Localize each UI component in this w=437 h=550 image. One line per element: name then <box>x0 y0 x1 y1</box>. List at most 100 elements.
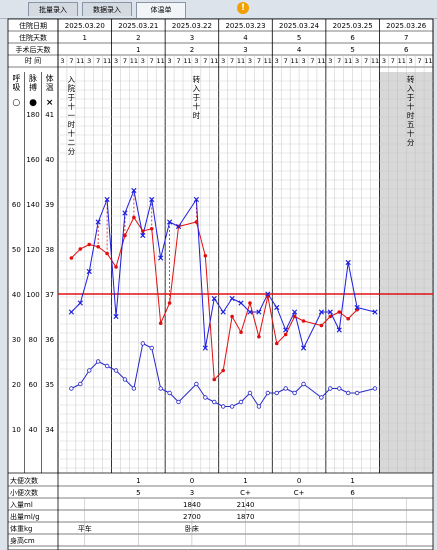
resp-tick: 60 <box>12 201 21 209</box>
temp-point <box>283 327 289 333</box>
pulse-symbol-icon: ● <box>29 98 37 108</box>
resp-point <box>122 377 128 382</box>
pulse-point <box>292 314 297 319</box>
temp-segment <box>151 199 162 259</box>
pulse-segment <box>240 302 251 333</box>
time-tick: 7 <box>418 57 422 65</box>
date-cell: 2025.03.22 <box>172 22 212 30</box>
temp-segment <box>285 311 296 331</box>
pulse-segment <box>160 302 171 324</box>
resp-segment <box>178 383 197 403</box>
temp-point <box>211 295 217 302</box>
pulse-tick: 60 <box>29 381 38 389</box>
time-tick: 11 <box>317 57 325 65</box>
event-annotation: 于 <box>193 93 201 102</box>
resp-point <box>345 390 351 396</box>
temp-point <box>68 309 74 315</box>
time-tick: 7 <box>284 57 288 65</box>
temp-segment <box>124 190 135 214</box>
temp-tick: 37 <box>45 291 54 299</box>
pulse-point <box>167 301 172 305</box>
time-tick: 11 <box>103 57 111 65</box>
resp-segment <box>258 392 269 407</box>
time-tick: 3 <box>409 57 413 65</box>
pulse-point <box>105 251 109 256</box>
time-tick: 11 <box>371 57 379 65</box>
event-annotation: 分 <box>68 147 76 156</box>
time-tick: 7 <box>337 57 341 65</box>
pulse-segment <box>267 296 278 344</box>
pulse-tick: 160 <box>26 156 39 164</box>
resp-point <box>78 381 83 387</box>
pulse-tick: 120 <box>26 246 39 254</box>
tab-batch-entry[interactable]: 批量录入 <box>28 2 78 16</box>
event-annotation: 一 <box>68 111 76 120</box>
temp-point <box>113 313 119 320</box>
resp-point <box>372 386 378 391</box>
temp-point <box>131 187 137 194</box>
time-tick: 7 <box>69 57 73 65</box>
resp-segment <box>195 383 206 398</box>
footer-cell: C+ <box>294 489 305 497</box>
pulse-segment <box>124 217 135 236</box>
time-tick: 11 <box>264 57 272 65</box>
time-tick: 11 <box>344 57 352 65</box>
event-annotation: 于 <box>407 93 415 102</box>
postop-day-cell: 3 <box>243 46 247 54</box>
resp-point <box>104 363 110 369</box>
resp-point <box>274 390 279 396</box>
footer-cell: 3 <box>190 489 194 497</box>
event-annotation: 十 <box>68 101 76 111</box>
event-annotation: 入 <box>193 84 201 93</box>
tab-data-entry[interactable]: 数据录入 <box>82 2 132 16</box>
resp-header: 吸 <box>12 83 20 92</box>
time-tick: 3 <box>248 57 252 65</box>
resp-segment <box>356 388 376 394</box>
resp-point <box>337 386 342 391</box>
tab-temperature-sheet[interactable]: 体温单 <box>136 2 186 18</box>
pulse-point <box>221 368 225 373</box>
temp-segment <box>106 199 117 317</box>
resp-point <box>238 399 244 405</box>
resp-point <box>283 386 288 391</box>
temp-tick: 38 <box>45 246 54 254</box>
pulse-segment <box>303 320 322 326</box>
temp-segment <box>303 311 322 349</box>
hospital-day-cell: 4 <box>243 34 248 42</box>
pulse-segment <box>213 370 224 380</box>
hospital-day-cell: 2 <box>136 34 140 42</box>
hospital-day-cell: 3 <box>190 34 194 42</box>
pulse-segment <box>115 235 126 268</box>
hospital-day-cell: 5 <box>297 34 301 42</box>
temp-segment <box>160 221 171 259</box>
resp-point <box>158 386 163 391</box>
pulse-point <box>346 316 350 321</box>
postop-day-cell: 4 <box>297 46 302 54</box>
resp-point <box>319 395 324 400</box>
pulse-point <box>283 332 288 337</box>
temp-tick: 34 <box>45 426 54 434</box>
date-cell: 2025.03.25 <box>333 22 373 30</box>
time-tick: 3 <box>60 57 64 65</box>
time-tick: 7 <box>123 57 127 65</box>
postop-day-cell: 2 <box>190 46 194 54</box>
footer-label: 身高cm <box>10 536 35 545</box>
footer-label: 入量ml <box>10 501 33 509</box>
pulse-segment <box>231 316 242 333</box>
sheet-background <box>7 18 434 550</box>
footer-cell: 5 <box>136 489 140 497</box>
temp-segment <box>178 199 197 227</box>
pulse-point <box>96 244 100 249</box>
resp-segment <box>79 370 90 385</box>
event-annotation: 十 <box>68 128 76 138</box>
time-tick: 7 <box>257 57 261 65</box>
warning-icon[interactable]: ! <box>237 2 249 14</box>
event-annotation: 转 <box>193 74 201 84</box>
pulse-tick: 100 <box>26 291 39 299</box>
resp-point <box>194 381 199 387</box>
pulse-header: 脉 <box>29 73 37 83</box>
footer-cell: 1 <box>243 477 247 485</box>
time-tick: 11 <box>157 57 165 65</box>
pulse-point <box>274 341 279 346</box>
pulse-point <box>141 229 145 233</box>
